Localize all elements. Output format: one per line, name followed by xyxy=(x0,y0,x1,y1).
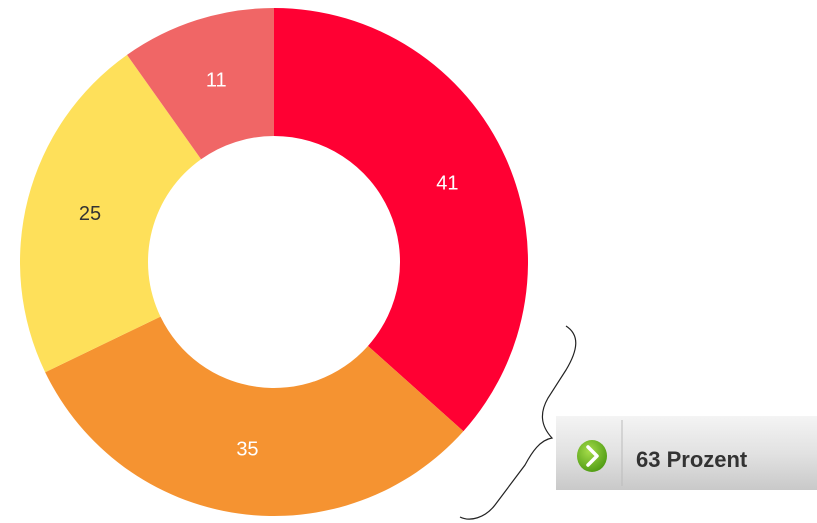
arrow-button xyxy=(577,440,607,472)
value-label: 25 xyxy=(79,203,101,225)
slice xyxy=(19,54,202,373)
slice xyxy=(274,8,529,432)
brace xyxy=(459,325,577,520)
value-label: 11 xyxy=(206,69,227,91)
annotation-label: 63 Prozent xyxy=(636,447,748,472)
value-label: 35 xyxy=(236,438,258,460)
slice xyxy=(45,316,464,516)
slice xyxy=(127,7,275,160)
arrow-icon xyxy=(586,445,599,467)
slices xyxy=(19,7,529,516)
value-label: 41 xyxy=(436,173,458,195)
